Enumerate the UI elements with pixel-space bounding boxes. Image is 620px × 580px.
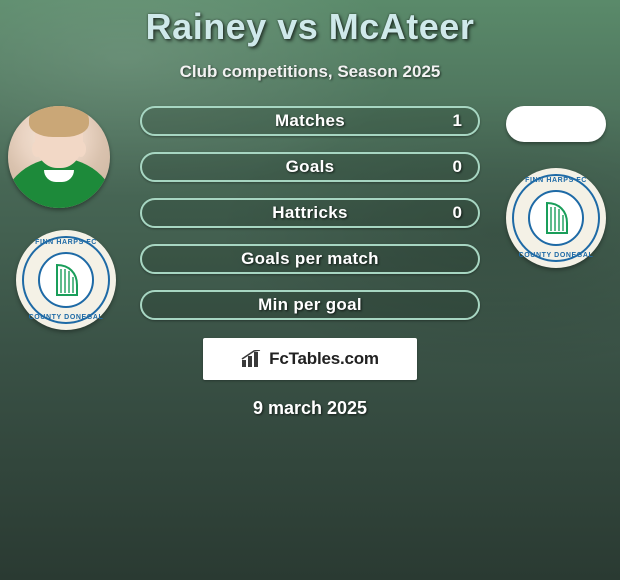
club-badge-left: FINN HARPS FC COUNTY DONEGAL bbox=[16, 230, 116, 330]
club-badge-right: FINN HARPS FC COUNTY DONEGAL bbox=[506, 168, 606, 268]
avatar-hair bbox=[29, 106, 89, 137]
harp-icon bbox=[541, 201, 571, 235]
brand-box: FcTables.com bbox=[203, 338, 417, 380]
stat-value: 0 bbox=[453, 157, 462, 177]
brand-text: FcTables.com bbox=[269, 349, 379, 369]
subtitle: Club competitions, Season 2025 bbox=[180, 62, 441, 82]
stat-label: Goals per match bbox=[241, 249, 379, 269]
mid-section: FINN HARPS FC COUNTY DONEGAL Matches 1 bbox=[0, 106, 620, 320]
badge-text-bottom: COUNTY DONEGAL bbox=[29, 314, 104, 321]
stat-bars: Matches 1 Goals 0 Hattricks 0 Goals per … bbox=[140, 106, 480, 320]
badge-text-top: FINN HARPS FC bbox=[35, 239, 97, 246]
stat-label: Hattricks bbox=[272, 203, 347, 223]
stat-label: Matches bbox=[275, 111, 345, 131]
badge-text-bottom: COUNTY DONEGAL bbox=[519, 252, 594, 259]
badge-inner bbox=[38, 252, 94, 308]
stat-bar-goals-per-match: Goals per match bbox=[140, 244, 480, 274]
badge-text-top: FINN HARPS FC bbox=[525, 177, 587, 184]
stat-value: 0 bbox=[453, 203, 462, 223]
player-right-placeholder bbox=[506, 106, 606, 142]
harp-icon bbox=[51, 263, 81, 297]
stat-bar-goals: Goals 0 bbox=[140, 152, 480, 182]
date-text: 9 march 2025 bbox=[253, 398, 367, 419]
stat-bar-hattricks: Hattricks 0 bbox=[140, 198, 480, 228]
right-player-column: FINN HARPS FC COUNTY DONEGAL bbox=[506, 106, 606, 268]
stat-value: 1 bbox=[453, 111, 462, 131]
stat-bar-matches: Matches 1 bbox=[140, 106, 480, 136]
player-left-avatar bbox=[8, 106, 110, 208]
avatar-ear bbox=[76, 141, 86, 157]
infographic-root: Rainey vs McAteer Club competitions, Sea… bbox=[0, 0, 620, 580]
badge-inner bbox=[528, 190, 584, 246]
stat-label: Goals bbox=[286, 157, 335, 177]
page-title: Rainey vs McAteer bbox=[146, 6, 475, 48]
bars-icon bbox=[241, 350, 263, 368]
left-player-column: FINN HARPS FC COUNTY DONEGAL bbox=[8, 106, 116, 330]
stat-bar-min-per-goal: Min per goal bbox=[140, 290, 480, 320]
stat-label: Min per goal bbox=[258, 295, 362, 315]
